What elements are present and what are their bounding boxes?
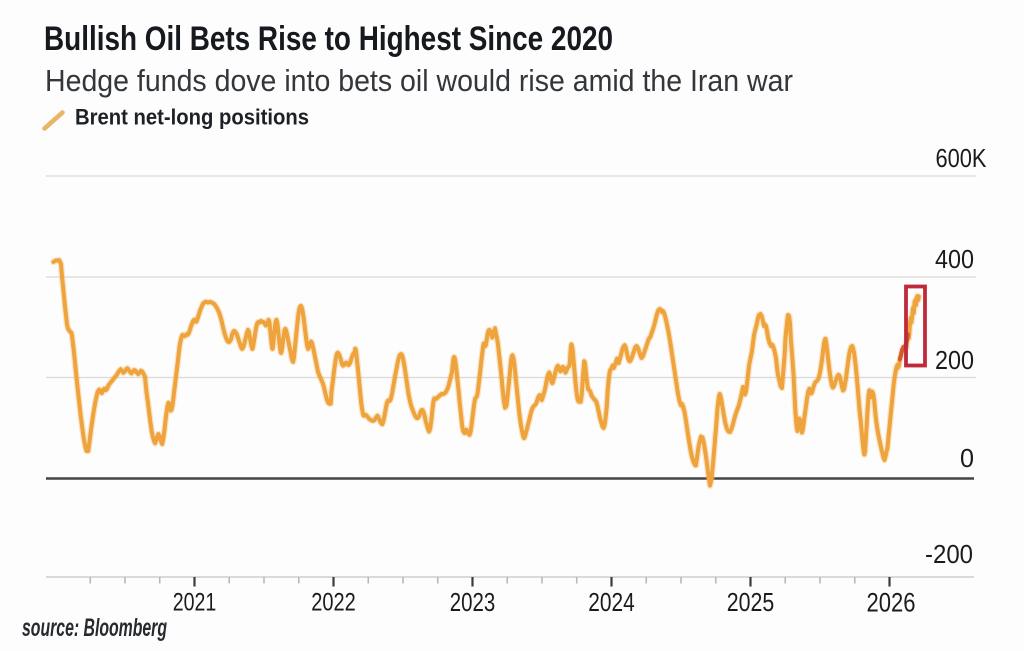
svg-text:2021: 2021 <box>173 589 217 617</box>
svg-text:Bullish Oil Bets Rise to Highe: Bullish Oil Bets Rise to Highest Since 2… <box>44 20 613 58</box>
svg-text:2024: 2024 <box>588 589 635 617</box>
svg-text:2026: 2026 <box>867 587 916 617</box>
svg-text:2023: 2023 <box>450 589 496 617</box>
svg-text:0: 0 <box>960 443 974 473</box>
svg-text:Brent net-long positions: Brent net-long positions <box>75 105 309 130</box>
svg-text:600K: 600K <box>936 143 988 173</box>
svg-text:-200: -200 <box>925 539 973 569</box>
svg-text:2025: 2025 <box>727 587 775 617</box>
svg-text:200: 200 <box>935 345 974 375</box>
svg-text:400: 400 <box>935 244 974 274</box>
svg-text:source: Bloomberg: source: Bloomberg <box>22 614 167 642</box>
svg-text:2022: 2022 <box>311 589 356 617</box>
svg-text:Hedge funds dove into bets oil: Hedge funds dove into bets oil would ris… <box>45 63 793 98</box>
